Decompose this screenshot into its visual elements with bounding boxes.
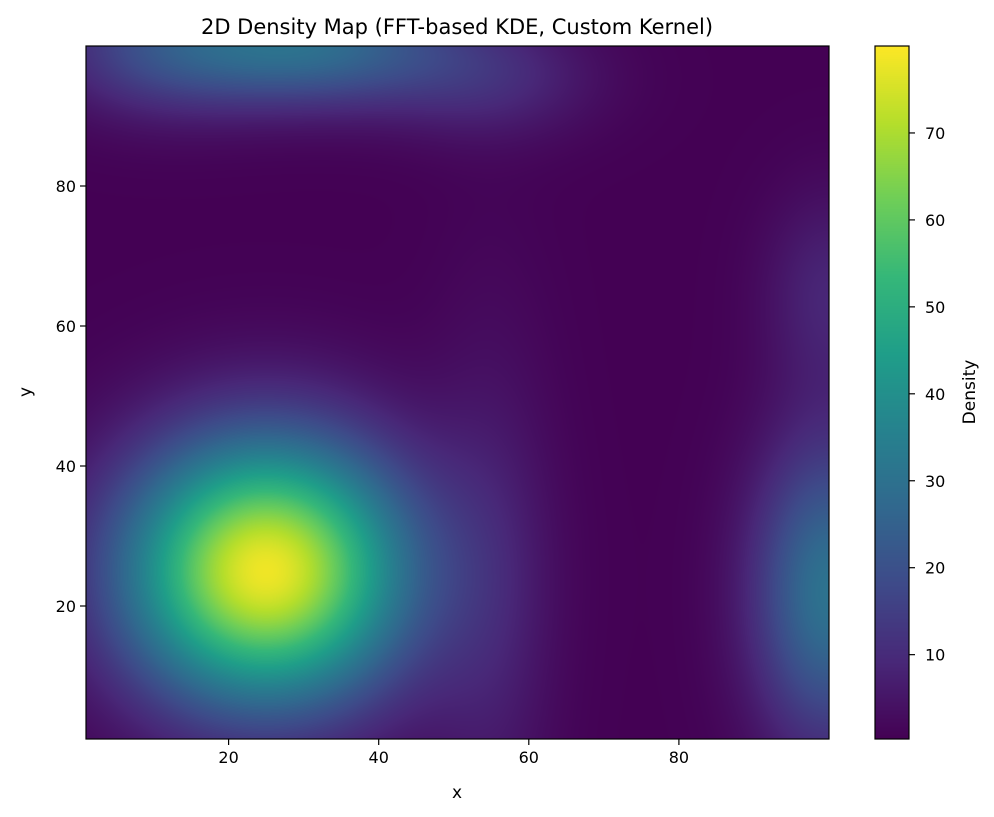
y-tick-label: 20: [56, 597, 76, 616]
colorbar-tick-label: 70: [925, 124, 945, 143]
x-tick-label: 20: [218, 748, 238, 767]
heatmap-image: [86, 46, 829, 739]
colorbar-tick-label: 20: [925, 559, 945, 578]
chart-title: 2D Density Map (FFT-based KDE, Custom Ke…: [201, 15, 713, 39]
y-tick-label: 60: [56, 317, 76, 336]
colorbar-label: Density: [960, 360, 980, 425]
colorbar-frame: [874, 45, 910, 740]
colorbar: 10 20 30 40 50 60 70 Density: [874, 45, 980, 740]
x-axis-label: x: [452, 783, 462, 803]
plot-frame: [85, 45, 830, 740]
y-axis-label: y: [16, 387, 36, 397]
colorbar-ticks: 10 20 30 40 50 60 70: [909, 124, 945, 665]
y-tick-label: 80: [56, 177, 76, 196]
colorbar-tick-label: 10: [925, 646, 945, 665]
colorbar-tick-label: 60: [925, 211, 945, 230]
x-tick-label: 40: [369, 748, 389, 767]
y-axis: 20 40 60 80: [56, 177, 86, 616]
x-tick-label: 80: [669, 748, 689, 767]
heatmap-plot-area: [85, 45, 830, 740]
x-tick-label: 60: [519, 748, 539, 767]
colorbar-gradient: [875, 46, 909, 739]
colorbar-tick-label: 40: [925, 385, 945, 404]
colorbar-tick-label: 30: [925, 472, 945, 491]
x-axis: 20 40 60 80: [218, 739, 689, 767]
y-tick-label: 40: [56, 457, 76, 476]
colorbar-tick-label: 50: [925, 298, 945, 317]
